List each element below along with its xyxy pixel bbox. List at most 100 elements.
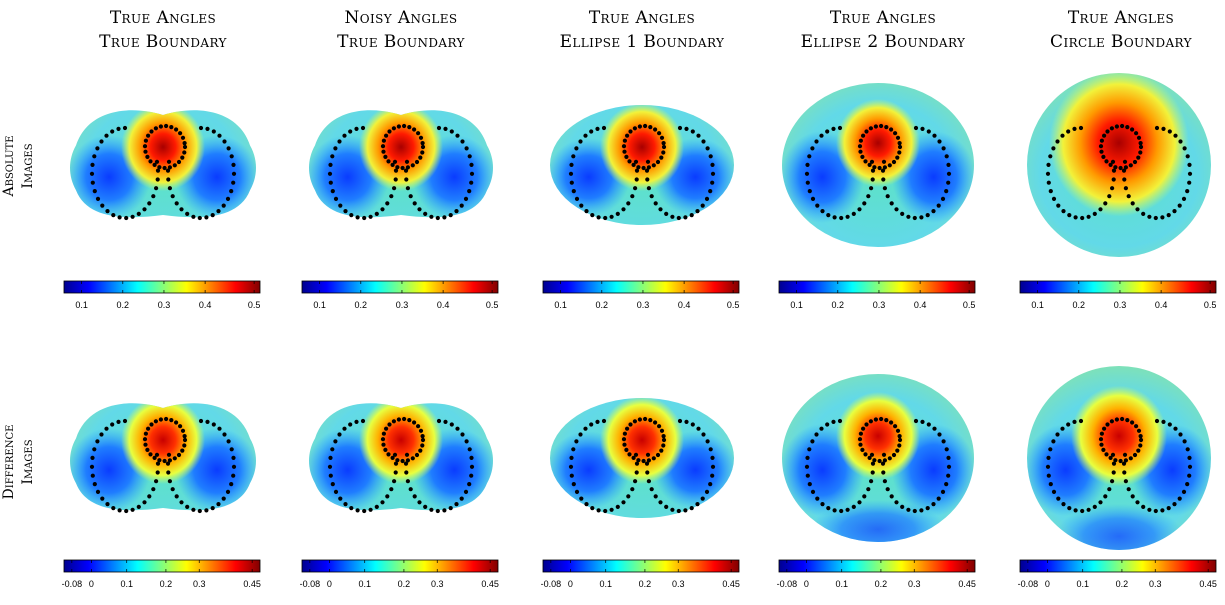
boundary-dot: [166, 177, 171, 182]
boundary-dot: [1092, 504, 1097, 509]
colorbar-gradient: [778, 280, 976, 294]
colorbar-tick-label: -0.08: [541, 579, 562, 589]
boundary-dot: [882, 479, 887, 484]
right-lung-boundary: [403, 125, 475, 221]
boundary-dot: [1072, 126, 1077, 131]
boundary-dot: [589, 129, 594, 134]
colorbar-r1-c4: 0.1 0.2 0.3 0.4 0.5: [776, 280, 986, 326]
boundary-dot: [894, 207, 899, 212]
boundary-dot: [442, 508, 447, 513]
colorbar-gradient: [301, 280, 499, 294]
boundary-dot: [116, 419, 121, 424]
boundary-dot: [858, 138, 863, 143]
boundary-dot: [418, 155, 423, 160]
boundary-dot: [99, 432, 104, 437]
boundary-dot: [568, 171, 574, 176]
boundary-dot: [880, 461, 886, 466]
boundary-dot: [412, 494, 417, 499]
boundary-dot: [1051, 439, 1056, 444]
boundary-dot: [1114, 124, 1119, 129]
colorbar-tick-label: 0.1: [1031, 300, 1044, 310]
boundary-dot: [158, 417, 163, 422]
image-r1-c5: [1009, 65, 1225, 269]
boundary-dot: [1161, 126, 1166, 131]
boundary-dot: [1138, 434, 1143, 439]
boundary-dot: [225, 489, 231, 494]
boundary-dot: [649, 194, 654, 199]
boundary-dot: [595, 126, 600, 131]
boundary-dot: [1185, 154, 1190, 159]
boundary-dot: [700, 496, 705, 501]
boundary-dot: [884, 418, 889, 423]
boundary-dot: [609, 214, 614, 219]
boundary-dot: [395, 458, 400, 463]
boundary-dot: [1086, 507, 1091, 512]
boundary-dot: [627, 452, 632, 457]
boundary-dot: [626, 494, 631, 499]
boundary-dot: [229, 154, 234, 159]
boundary-dot: [1141, 211, 1146, 216]
boundary-dot: [906, 507, 911, 512]
boundary-dot: [393, 470, 398, 475]
boundary-dot: [926, 422, 931, 427]
boundary-dot: [1136, 448, 1141, 453]
boundary-dot: [1185, 447, 1190, 452]
boundary-dot: [111, 213, 116, 218]
colorbar-tick-label: 0.2: [832, 300, 845, 310]
boundary-dot: [1126, 194, 1131, 199]
boundary-dot: [167, 165, 172, 170]
boundary-dot: [578, 139, 583, 144]
boundary-dot: [1055, 139, 1060, 144]
boundary-dot: [420, 443, 425, 448]
boundary-dot: [1134, 131, 1139, 136]
boundary-dot: [944, 447, 949, 452]
boundary-dot: [392, 186, 397, 191]
boundary-dot: [338, 496, 343, 501]
boundary-dot: [1187, 473, 1192, 478]
boundary-dot: [185, 211, 190, 216]
boundary-dot: [631, 162, 636, 167]
boundary-dot: [805, 162, 810, 167]
boundary-dot: [154, 479, 159, 484]
boundary-dot: [157, 165, 162, 170]
boundary-dot: [110, 129, 115, 134]
boundary-dot: [182, 443, 187, 448]
boundary-dot: [105, 209, 110, 214]
boundary-dot: [1130, 201, 1135, 206]
boundary-dot: [328, 473, 333, 478]
boundary-dot: [867, 162, 872, 167]
boundary-dot: [897, 144, 903, 150]
boundary-dot: [211, 129, 216, 134]
colorbar-tick-label: 0.1: [120, 579, 133, 589]
colorbar-tick-label: 0.2: [1116, 579, 1129, 589]
boundary-dot: [405, 186, 410, 191]
boundary-dot: [99, 139, 104, 144]
boundary-dot: [1147, 214, 1152, 219]
boundary-dot: [863, 452, 868, 457]
boundary-dot: [887, 163, 892, 168]
boundary-dot: [1160, 215, 1165, 220]
boundary-dot: [1102, 426, 1107, 431]
boundary-dot: [402, 123, 407, 129]
boundary-dot: [348, 422, 353, 427]
boundary-dot: [1086, 214, 1091, 219]
colorbar-tick-label: 0.5: [727, 300, 740, 310]
boundary-dot: [661, 437, 667, 443]
boundary-dot: [825, 129, 830, 134]
boundary-dot: [1126, 487, 1131, 492]
boundary-dot: [392, 479, 397, 484]
image-r2-c1: [53, 358, 273, 562]
boundary-dot: [231, 180, 236, 185]
colorbar-r1-c2: 0.1 0.2 0.3 0.4 0.5: [299, 280, 509, 326]
boundary-dot: [851, 211, 856, 216]
left-lung-boundary: [1045, 418, 1117, 514]
boundary-dot: [389, 487, 394, 492]
boundary-dot: [412, 420, 417, 425]
boundary-dot: [153, 419, 158, 424]
boundary-dot: [416, 131, 421, 136]
boundary-dot: [100, 203, 105, 208]
boundary-dot: [615, 211, 620, 216]
boundary-dot: [819, 133, 824, 138]
boundary-dot: [167, 186, 172, 191]
boundary-dot: [870, 168, 876, 173]
